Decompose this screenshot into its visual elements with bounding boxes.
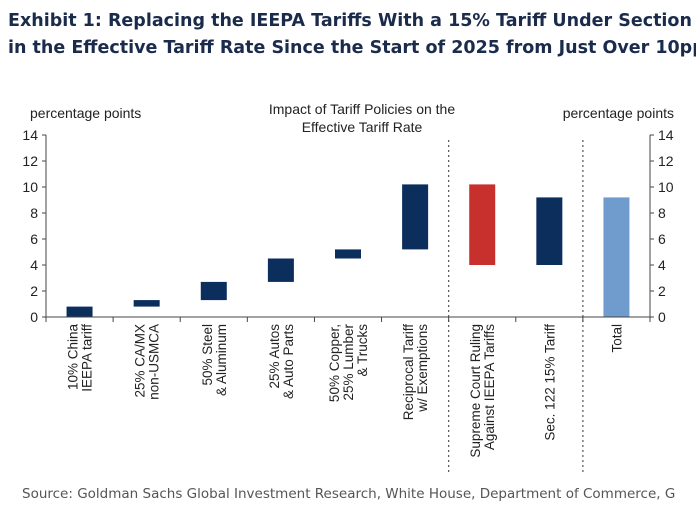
x-category-label: Total xyxy=(609,324,624,353)
y-tick-label-right: 8 xyxy=(658,205,666,221)
x-category-label: w/ Exemptions xyxy=(415,324,430,413)
y-tick-label-left: 6 xyxy=(30,231,38,247)
x-category-label: 25% CA/MX xyxy=(133,324,148,398)
y-tick-label-right: 6 xyxy=(658,231,666,247)
y-tick-label-left: 12 xyxy=(22,153,38,169)
x-category-label: & Aluminum xyxy=(214,324,229,396)
chart-title-line-2: Effective Tariff Rate xyxy=(302,119,423,135)
bar-5 xyxy=(335,249,361,259)
bar-3 xyxy=(200,281,227,301)
x-category-label: non-USMCA xyxy=(147,324,162,400)
x-category-label: 50% Steel xyxy=(200,324,215,386)
exhibit-title-line-2: in the Effective Tariff Rate Since the S… xyxy=(8,38,696,58)
y-tick-label-left: 2 xyxy=(30,283,38,299)
y-tick-label-left: 8 xyxy=(30,205,38,221)
y-tick-label-right: 2 xyxy=(658,283,666,299)
x-category-label: & Auto Parts xyxy=(281,324,296,399)
y-tick-label-right: 10 xyxy=(658,179,674,195)
y-tick-label-left: 10 xyxy=(22,179,38,195)
x-category-label: 25% Autos xyxy=(267,324,282,389)
waterfall-bars xyxy=(66,184,630,317)
y-tick-label-right: 14 xyxy=(658,127,674,143)
x-axis-labels: 10% China IEEPA tariff 25% CA/MX non-USMCA 5… xyxy=(45,317,651,458)
bar-2 xyxy=(133,300,160,307)
y-tick-label-right: 4 xyxy=(658,257,666,273)
x-category-label: Supreme Court Ruling xyxy=(468,324,483,458)
exhibit-title-line-1: Exhibit 1: Replacing the IEEPA Tariffs W… xyxy=(8,11,696,31)
y-tick-label-left: 0 xyxy=(30,309,38,325)
x-category-label: 50% Copper, xyxy=(327,324,342,402)
section-separators xyxy=(448,140,584,475)
x-category-label: Reciprocal Tariff xyxy=(401,324,416,421)
bar-1 xyxy=(66,306,93,317)
source-note: Source: Goldman Sachs Global Investment … xyxy=(22,486,676,502)
x-category-label: 25% Lumber xyxy=(341,323,356,400)
bar-4 xyxy=(267,258,294,282)
x-category-label: 10% China xyxy=(66,324,81,391)
y-tick-label-right: 12 xyxy=(658,153,674,169)
y-axis-right: 0 2 4 6 8 10 12 14 xyxy=(650,127,674,325)
bar-7 xyxy=(469,184,496,265)
chart-title-line-1: Impact of Tariff Policies on the xyxy=(269,101,455,117)
bar-9 xyxy=(603,197,630,317)
y-axis-left: 0 2 4 6 8 10 12 14 xyxy=(22,127,46,325)
y-axis-label-left: percentage points xyxy=(30,105,141,121)
x-category-label: IEEPA tariff xyxy=(80,324,95,392)
x-category-label: Against IEEPA Tariffs xyxy=(482,324,497,450)
y-tick-label-left: 4 xyxy=(30,257,38,273)
bar-6 xyxy=(402,184,429,250)
bar-8 xyxy=(536,197,563,265)
y-tick-label-right: 0 xyxy=(658,309,666,325)
y-axis-label-right: percentage points xyxy=(563,105,674,121)
x-category-label: Sec. 122 15% Tariff xyxy=(542,324,557,441)
x-category-label: & Trucks xyxy=(355,324,370,377)
exhibit-title: Exhibit 1: Replacing the IEEPA Tariffs W… xyxy=(8,8,696,62)
y-tick-label-left: 14 xyxy=(22,127,38,143)
